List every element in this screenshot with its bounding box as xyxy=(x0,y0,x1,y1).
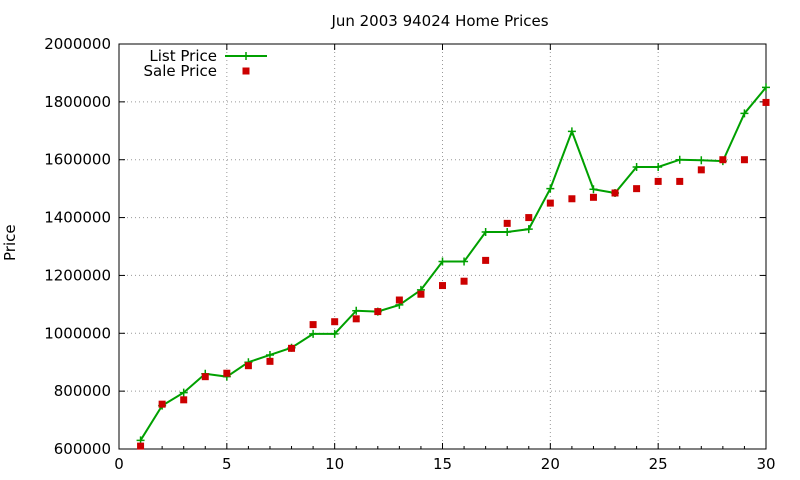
sale-price-point xyxy=(158,400,166,408)
list-price-point xyxy=(503,228,512,237)
sale-price-point xyxy=(460,277,468,285)
sale-price-point xyxy=(374,308,382,316)
list-price-line xyxy=(139,86,767,441)
sale-price-point xyxy=(762,98,770,106)
sale-price-point xyxy=(525,214,533,222)
sale-price-point xyxy=(482,256,490,264)
list-price-point xyxy=(524,225,533,234)
x-tick-label: 0 xyxy=(114,455,124,473)
series-layer xyxy=(136,83,770,450)
list-price-point xyxy=(740,109,749,118)
sale-price-point xyxy=(439,282,446,290)
sale-price-point xyxy=(568,195,576,203)
list-price-point xyxy=(330,329,339,338)
x-tick-label: 20 xyxy=(541,455,560,473)
list-price-point xyxy=(179,388,188,397)
sale-price-point xyxy=(395,296,403,304)
list-price-point xyxy=(309,329,318,338)
list-price-point xyxy=(654,162,663,171)
grid xyxy=(119,44,766,449)
sale-price-point xyxy=(740,156,748,164)
sale-price-point xyxy=(633,185,641,193)
list-price-point xyxy=(762,83,770,92)
legend-marker-list-price xyxy=(242,52,250,60)
list-price-point xyxy=(546,184,555,193)
x-tick-label: 15 xyxy=(433,455,452,473)
x-tick-label: 30 xyxy=(756,455,775,473)
sale-price-point xyxy=(309,321,317,329)
sale-price-point xyxy=(331,318,339,326)
x-tick-label: 10 xyxy=(325,455,344,473)
x-tick-label: 5 xyxy=(222,455,232,473)
sale-price-point xyxy=(244,362,252,370)
sale-price-point xyxy=(137,442,145,450)
sale-price-point xyxy=(417,290,425,298)
list-price-point xyxy=(697,156,706,165)
y-tick-label: 600000 xyxy=(54,440,111,458)
sale-price-point xyxy=(223,369,231,377)
y-tick-label: 1800000 xyxy=(44,93,111,111)
list-price-point xyxy=(438,257,447,266)
sale-price-point xyxy=(266,357,274,365)
list-price-point xyxy=(265,350,274,359)
list-price-point xyxy=(675,155,684,164)
legend-label-sale-price: Sale Price xyxy=(144,62,217,80)
sale-price-point xyxy=(676,177,684,185)
list-price-point xyxy=(589,185,598,194)
y-tick-label: 1400000 xyxy=(44,209,111,227)
list-price-point xyxy=(352,306,361,315)
axis-ticks: 0 5 10 15 20 25 30 600000 800000 1000000 1200000 14… xyxy=(44,35,775,473)
sale-price-point xyxy=(503,219,511,227)
y-tick-label: 2000000 xyxy=(44,35,111,53)
sale-price-point xyxy=(589,193,597,201)
sale-price-point xyxy=(288,344,296,352)
y-tick-label: 800000 xyxy=(54,382,111,400)
sale-price-point xyxy=(180,396,188,404)
list-price-point xyxy=(460,257,469,266)
list-price-point xyxy=(481,228,490,237)
chart-title: Jun 2003 94024 Home Prices xyxy=(331,12,549,30)
sale-price-point xyxy=(611,189,619,197)
sale-price-point xyxy=(201,373,209,381)
list-price-point xyxy=(567,127,576,136)
y-tick-label: 1000000 xyxy=(44,324,111,342)
sale-price-point xyxy=(719,156,727,164)
y-tick-label: 1200000 xyxy=(44,266,111,284)
y-tick-label: 1600000 xyxy=(44,151,111,169)
list-price-point xyxy=(632,162,641,171)
legend-marker-sale-price xyxy=(242,67,250,75)
sale-price-point xyxy=(654,177,662,185)
x-tick-label: 25 xyxy=(649,455,668,473)
legend-label-list-price: List Price xyxy=(149,47,217,65)
sale-price-point xyxy=(546,199,554,207)
sale-price-point xyxy=(697,166,705,174)
sale-price-point xyxy=(352,315,360,323)
